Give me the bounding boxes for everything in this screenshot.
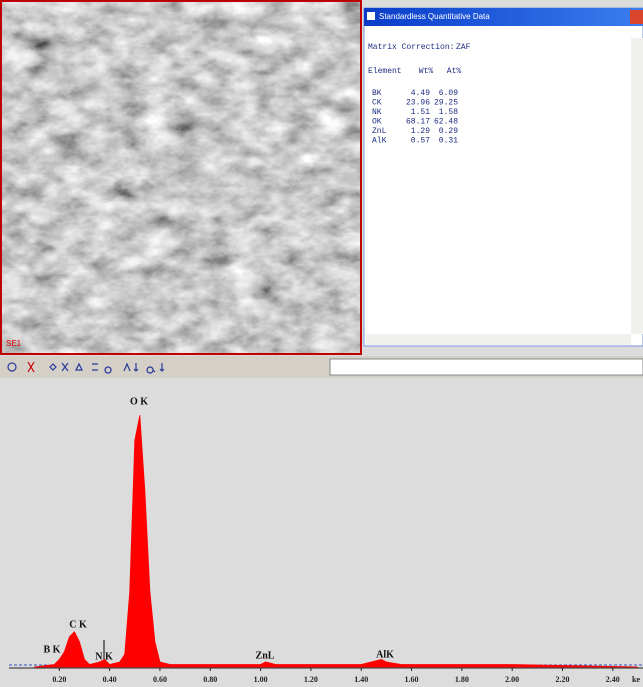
toolbar-field[interactable] xyxy=(329,358,643,376)
quant-table: Element Wt% At% BK 4.49 6.09 CK 23.96 29.25 NK 1.5… xyxy=(368,67,461,146)
x-tick-label: 0.20 xyxy=(52,675,66,684)
cell-element: NK xyxy=(372,108,382,117)
x-axis-label: ke xyxy=(632,675,640,684)
x-tick-label: 1.00 xyxy=(254,675,268,684)
x-tick-label: 2.40 xyxy=(606,675,620,684)
cell-value: 0.29 xyxy=(439,127,458,136)
column-header: At% xyxy=(447,67,462,76)
v-scrollbar[interactable] xyxy=(631,38,643,334)
cell-value: 1.58 xyxy=(439,108,458,117)
peak-label: O K xyxy=(130,396,148,407)
cell-value: 4.49 xyxy=(411,89,430,98)
toolbar-icons[interactable] xyxy=(7,361,165,374)
sem-image xyxy=(2,2,360,353)
cell-value: 6.09 xyxy=(439,89,458,98)
cell-element: AlK xyxy=(372,137,387,146)
matrix-label: Matrix Correction: xyxy=(368,43,454,52)
x-tick-label: 0.60 xyxy=(153,675,167,684)
x-tick-label: 2.20 xyxy=(555,675,569,684)
cell-element: ZnL xyxy=(372,127,387,136)
x-tick-label: 1.80 xyxy=(455,675,469,684)
spectrum: 0.20 0.40 0.60 0.80 1.00 1.20 1.40 1.60 1.80 2.00… xyxy=(34,396,638,684)
close-button[interactable] xyxy=(630,10,643,24)
cell-value: 0.57 xyxy=(411,137,430,146)
peak-label: C K xyxy=(69,619,87,630)
cell-value: 1.51 xyxy=(411,108,430,117)
quant-window xyxy=(363,7,643,347)
peak-label: N K xyxy=(95,651,113,662)
sem-label: SE1 xyxy=(6,339,22,348)
window-title: Standardless Quantitative Data xyxy=(379,12,490,21)
x-tick-label: 0.40 xyxy=(103,675,117,684)
h-scrollbar[interactable] xyxy=(366,334,631,345)
cell-value: 0.31 xyxy=(439,137,458,146)
cell-element: CK xyxy=(372,99,382,108)
x-tick-label: 1.20 xyxy=(304,675,318,684)
matrix-value: ZAF xyxy=(456,43,471,52)
window-icon xyxy=(367,12,375,20)
cell-element: BK xyxy=(372,89,382,98)
peak-label: B K xyxy=(44,644,61,655)
peak-label: AlK xyxy=(376,649,394,660)
x-tick-label: 0.80 xyxy=(203,675,217,684)
cell-value: 1.29 xyxy=(411,127,430,136)
x-tick-label: 2.00 xyxy=(505,675,519,684)
cell-value: 62.48 xyxy=(434,118,458,127)
column-header: Wt% xyxy=(419,67,434,76)
peak-label: ZnL xyxy=(256,650,275,661)
cell-value: 29.25 xyxy=(434,99,458,108)
cell-value: 68.17 xyxy=(406,118,430,127)
column-header: Element xyxy=(368,67,402,76)
cell-element: OK xyxy=(372,118,382,127)
x-tick-label: 1.60 xyxy=(405,675,419,684)
spectrum-panel xyxy=(0,379,643,687)
cell-value: 23.96 xyxy=(406,99,430,108)
x-tick-label: 1.40 xyxy=(354,675,368,684)
title-bar xyxy=(364,8,643,26)
spectrum-area xyxy=(34,415,638,668)
